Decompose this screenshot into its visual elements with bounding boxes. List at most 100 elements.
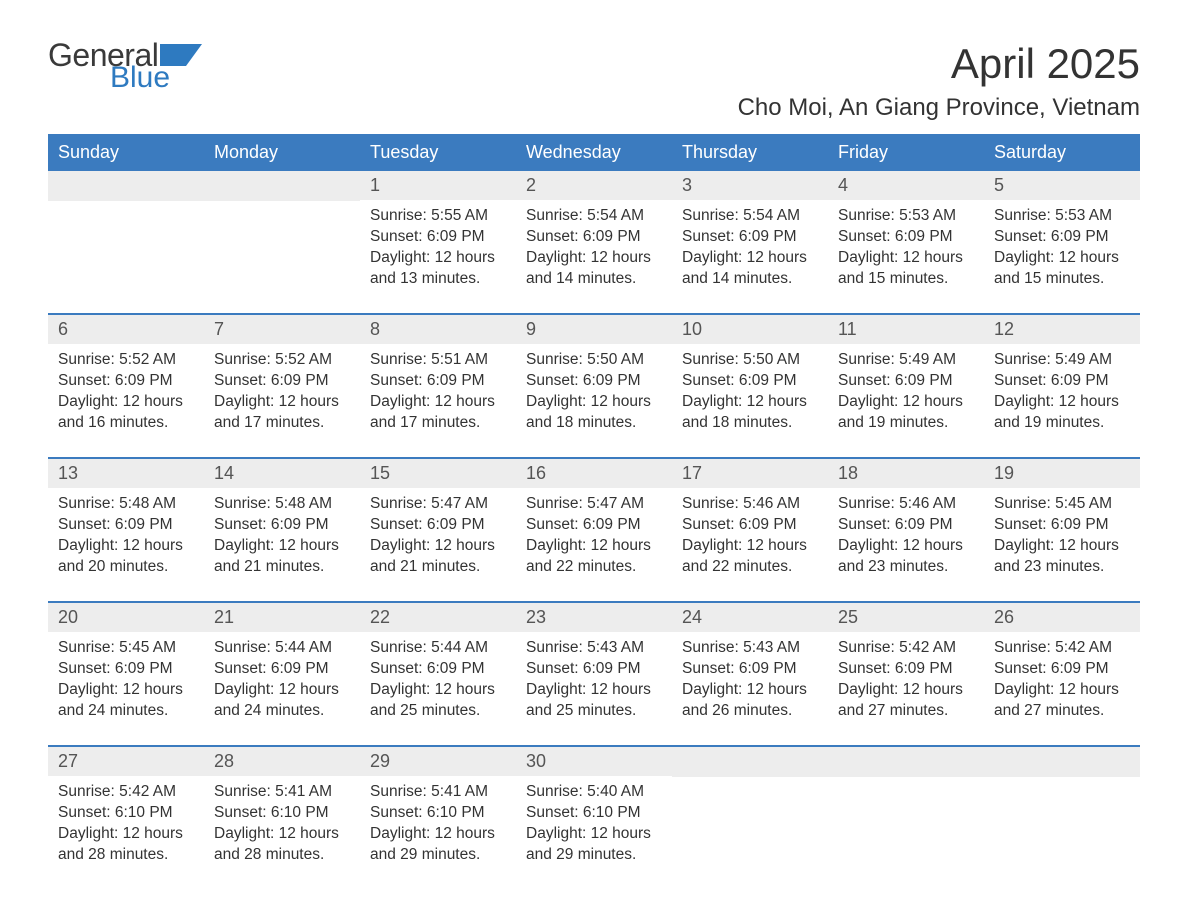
sunrise-text: Sunrise: 5:54 AM (682, 206, 820, 227)
daylight-text-2: and 13 minutes. (370, 269, 508, 290)
daylight-text-1: Daylight: 12 hours (994, 536, 1132, 557)
day-body: Sunrise: 5:51 AMSunset: 6:09 PMDaylight:… (360, 344, 516, 440)
day-body: Sunrise: 5:44 AMSunset: 6:09 PMDaylight:… (204, 632, 360, 728)
day-cell: 3Sunrise: 5:54 AMSunset: 6:09 PMDaylight… (672, 171, 828, 299)
sunrise-text: Sunrise: 5:52 AM (214, 350, 352, 371)
day-body: Sunrise: 5:48 AMSunset: 6:09 PMDaylight:… (204, 488, 360, 584)
day-body: Sunrise: 5:42 AMSunset: 6:09 PMDaylight:… (984, 632, 1140, 728)
day-number: 13 (48, 459, 204, 488)
day-cell: 27Sunrise: 5:42 AMSunset: 6:10 PMDayligh… (48, 747, 204, 875)
sunrise-text: Sunrise: 5:41 AM (214, 782, 352, 803)
day-cell: 20Sunrise: 5:45 AMSunset: 6:09 PMDayligh… (48, 603, 204, 731)
day-number: 1 (360, 171, 516, 200)
day-cell: 6Sunrise: 5:52 AMSunset: 6:09 PMDaylight… (48, 315, 204, 443)
sunrise-text: Sunrise: 5:48 AM (58, 494, 196, 515)
daylight-text-1: Daylight: 12 hours (214, 680, 352, 701)
day-body: Sunrise: 5:46 AMSunset: 6:09 PMDaylight:… (828, 488, 984, 584)
daylight-text-2: and 19 minutes. (838, 413, 976, 434)
daylight-text-2: and 21 minutes. (370, 557, 508, 578)
day-body: Sunrise: 5:53 AMSunset: 6:09 PMDaylight:… (828, 200, 984, 296)
day-body: Sunrise: 5:55 AMSunset: 6:09 PMDaylight:… (360, 200, 516, 296)
weekday-header: Friday (828, 134, 984, 171)
sunset-text: Sunset: 6:09 PM (214, 515, 352, 536)
daylight-text-1: Daylight: 12 hours (526, 680, 664, 701)
daylight-text-2: and 26 minutes. (682, 701, 820, 722)
day-cell: 17Sunrise: 5:46 AMSunset: 6:09 PMDayligh… (672, 459, 828, 587)
day-body: Sunrise: 5:41 AMSunset: 6:10 PMDaylight:… (360, 776, 516, 872)
daylight-text-1: Daylight: 12 hours (994, 392, 1132, 413)
day-cell: 11Sunrise: 5:49 AMSunset: 6:09 PMDayligh… (828, 315, 984, 443)
daylight-text-1: Daylight: 12 hours (526, 536, 664, 557)
sunset-text: Sunset: 6:09 PM (994, 227, 1132, 248)
day-cell: 21Sunrise: 5:44 AMSunset: 6:09 PMDayligh… (204, 603, 360, 731)
day-body: Sunrise: 5:54 AMSunset: 6:09 PMDaylight:… (672, 200, 828, 296)
sunset-text: Sunset: 6:09 PM (838, 371, 976, 392)
daylight-text-1: Daylight: 12 hours (526, 824, 664, 845)
day-number: 15 (360, 459, 516, 488)
day-cell: 25Sunrise: 5:42 AMSunset: 6:09 PMDayligh… (828, 603, 984, 731)
day-cell: 15Sunrise: 5:47 AMSunset: 6:09 PMDayligh… (360, 459, 516, 587)
sunset-text: Sunset: 6:09 PM (838, 515, 976, 536)
sunrise-text: Sunrise: 5:49 AM (994, 350, 1132, 371)
day-cell: 5Sunrise: 5:53 AMSunset: 6:09 PMDaylight… (984, 171, 1140, 299)
sunrise-text: Sunrise: 5:42 AM (58, 782, 196, 803)
day-number: 18 (828, 459, 984, 488)
daylight-text-2: and 27 minutes. (838, 701, 976, 722)
daylight-text-1: Daylight: 12 hours (370, 392, 508, 413)
day-body: Sunrise: 5:52 AMSunset: 6:09 PMDaylight:… (48, 344, 204, 440)
weekday-header: Thursday (672, 134, 828, 171)
sunset-text: Sunset: 6:10 PM (214, 803, 352, 824)
day-body: Sunrise: 5:46 AMSunset: 6:09 PMDaylight:… (672, 488, 828, 584)
daylight-text-2: and 25 minutes. (370, 701, 508, 722)
sunset-text: Sunset: 6:09 PM (214, 371, 352, 392)
daylight-text-1: Daylight: 12 hours (58, 392, 196, 413)
daylight-text-2: and 22 minutes. (682, 557, 820, 578)
day-body: Sunrise: 5:42 AMSunset: 6:10 PMDaylight:… (48, 776, 204, 872)
sunset-text: Sunset: 6:09 PM (682, 227, 820, 248)
day-body: Sunrise: 5:44 AMSunset: 6:09 PMDaylight:… (360, 632, 516, 728)
day-cell: 1Sunrise: 5:55 AMSunset: 6:09 PMDaylight… (360, 171, 516, 299)
sunrise-text: Sunrise: 5:48 AM (214, 494, 352, 515)
daylight-text-1: Daylight: 12 hours (526, 392, 664, 413)
daylight-text-2: and 15 minutes. (838, 269, 976, 290)
day-cell: 26Sunrise: 5:42 AMSunset: 6:09 PMDayligh… (984, 603, 1140, 731)
day-body: Sunrise: 5:50 AMSunset: 6:09 PMDaylight:… (516, 344, 672, 440)
daylight-text-2: and 14 minutes. (526, 269, 664, 290)
day-cell: 10Sunrise: 5:50 AMSunset: 6:09 PMDayligh… (672, 315, 828, 443)
sunset-text: Sunset: 6:10 PM (58, 803, 196, 824)
sunrise-text: Sunrise: 5:55 AM (370, 206, 508, 227)
day-body: Sunrise: 5:50 AMSunset: 6:09 PMDaylight:… (672, 344, 828, 440)
daylight-text-1: Daylight: 12 hours (370, 680, 508, 701)
empty-day-number (204, 171, 360, 201)
month-title: April 2025 (738, 40, 1140, 88)
weekday-header: Saturday (984, 134, 1140, 171)
daylight-text-1: Daylight: 12 hours (682, 680, 820, 701)
sunrise-text: Sunrise: 5:47 AM (370, 494, 508, 515)
sunset-text: Sunset: 6:09 PM (994, 371, 1132, 392)
sunset-text: Sunset: 6:09 PM (58, 659, 196, 680)
day-body: Sunrise: 5:47 AMSunset: 6:09 PMDaylight:… (516, 488, 672, 584)
empty-day-number (828, 747, 984, 777)
day-cell: 7Sunrise: 5:52 AMSunset: 6:09 PMDaylight… (204, 315, 360, 443)
sunset-text: Sunset: 6:09 PM (682, 659, 820, 680)
day-cell: 30Sunrise: 5:40 AMSunset: 6:10 PMDayligh… (516, 747, 672, 875)
day-cell: 24Sunrise: 5:43 AMSunset: 6:09 PMDayligh… (672, 603, 828, 731)
sunrise-text: Sunrise: 5:43 AM (526, 638, 664, 659)
sunset-text: Sunset: 6:09 PM (370, 515, 508, 536)
sunset-text: Sunset: 6:09 PM (994, 659, 1132, 680)
daylight-text-2: and 29 minutes. (370, 845, 508, 866)
sunrise-text: Sunrise: 5:53 AM (994, 206, 1132, 227)
sunset-text: Sunset: 6:10 PM (526, 803, 664, 824)
day-body: Sunrise: 5:45 AMSunset: 6:09 PMDaylight:… (48, 632, 204, 728)
sunset-text: Sunset: 6:09 PM (838, 227, 976, 248)
sunset-text: Sunset: 6:09 PM (370, 659, 508, 680)
sunset-text: Sunset: 6:09 PM (526, 659, 664, 680)
day-cell: 22Sunrise: 5:44 AMSunset: 6:09 PMDayligh… (360, 603, 516, 731)
day-body: Sunrise: 5:40 AMSunset: 6:10 PMDaylight:… (516, 776, 672, 872)
sunset-text: Sunset: 6:09 PM (682, 371, 820, 392)
day-number: 3 (672, 171, 828, 200)
day-number: 4 (828, 171, 984, 200)
daylight-text-1: Daylight: 12 hours (682, 248, 820, 269)
daylight-text-1: Daylight: 12 hours (58, 536, 196, 557)
week-row: 6Sunrise: 5:52 AMSunset: 6:09 PMDaylight… (48, 313, 1140, 443)
